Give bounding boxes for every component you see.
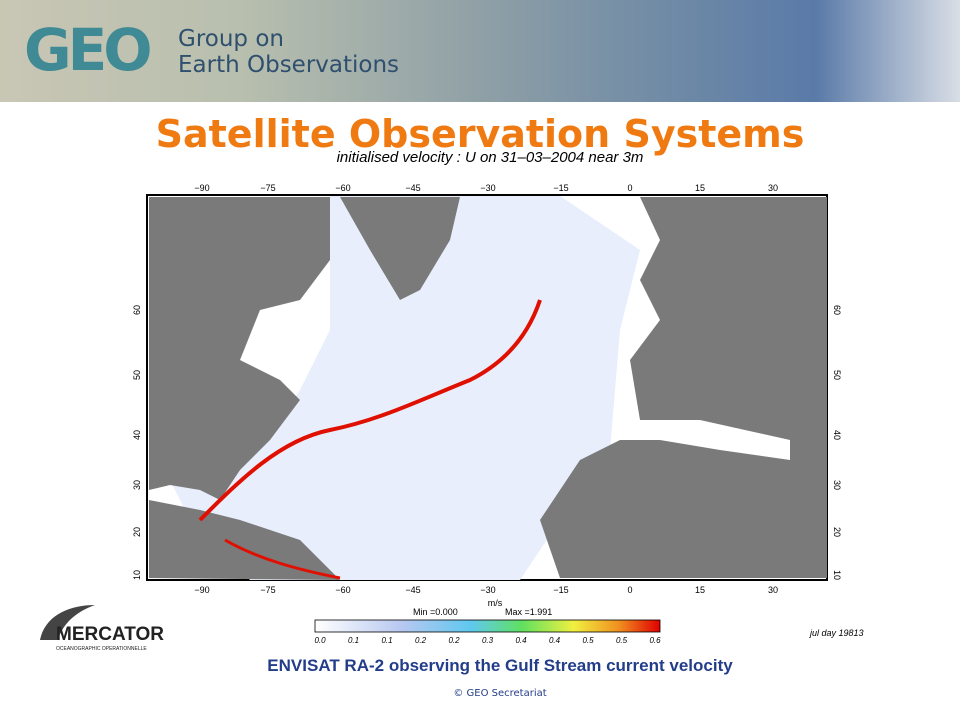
lat-label: 40 — [832, 430, 842, 440]
colorbar: m/s Min =0.000 Max =1.991 0.0 0.1 0.1 0.2 0.… — [314, 598, 661, 645]
lon-label: −30 — [480, 183, 495, 193]
colorbar-label: 0.1 — [348, 636, 359, 645]
mercator-name: MERCATOR — [56, 624, 164, 645]
land-central-america — [149, 500, 340, 580]
day-label: jul day 19813 — [809, 628, 864, 638]
mercator-tagline: OCEANOGRAPHIC OPERATIONNELLE — [56, 646, 147, 652]
lon-label: 0 — [627, 585, 632, 595]
colorbar-label: 0.6 — [649, 636, 661, 645]
lon-label: −75 — [260, 183, 275, 193]
land-europe-africa — [540, 197, 827, 578]
lon-label: 30 — [768, 585, 778, 595]
lat-label: 50 — [132, 370, 142, 380]
ocean — [170, 196, 640, 580]
lon-label: 30 — [768, 183, 778, 193]
map-title: initialised velocity : U on 31–03–2004 n… — [337, 149, 644, 166]
colorbar-label: 0.2 — [448, 636, 460, 645]
lon-label: −60 — [335, 585, 350, 595]
colorbar-label: 0.5 — [616, 636, 628, 645]
land-greenland — [340, 197, 460, 300]
colorbar-label: 0.2 — [415, 636, 427, 645]
lon-label: −90 — [194, 585, 209, 595]
lat-label: 20 — [832, 527, 842, 537]
header: GEO Group on Earth Observations — [0, 0, 960, 102]
lat-label: 10 — [832, 570, 842, 580]
copyright: © GEO Secretariat — [453, 688, 547, 699]
lat-label: 40 — [132, 430, 142, 440]
colorbar-label: 0.3 — [482, 636, 494, 645]
lon-label: −90 — [194, 183, 209, 193]
logo: GEO — [24, 16, 153, 84]
lat-label: 60 — [132, 305, 142, 315]
map-area — [146, 194, 828, 581]
lon-label: −75 — [260, 585, 275, 595]
colorbar-label: 0.5 — [582, 636, 594, 645]
lon-label: −30 — [480, 585, 495, 595]
colorbar-labels: 0.0 0.1 0.1 0.2 0.2 0.3 0.4 0.4 0.5 0.5 0.6 — [314, 636, 661, 645]
slide-title: Satellite Observation Systems — [155, 112, 805, 156]
colorbar-label: 0.4 — [549, 636, 561, 645]
lat-labels: 60 60 50 50 40 40 30 30 20 20 10 10 — [132, 305, 842, 580]
colorbar-bar — [314, 619, 661, 633]
gulf-stream — [198, 299, 542, 522]
lon-label: 15 — [695, 585, 705, 595]
lon-label: 15 — [695, 183, 705, 193]
org-line: Group on — [178, 26, 284, 52]
lon-label: 0 — [627, 183, 632, 193]
lat-label: 10 — [132, 570, 142, 580]
caption: ENVISAT RA-2 observing the Gulf Stream c… — [267, 656, 733, 675]
lon-label: −60 — [335, 183, 350, 193]
mercator-logo: MERCATOR OCEANOGRAPHIC OPERATIONNELLE — [40, 605, 164, 652]
colorbar-label: 0.1 — [381, 636, 392, 645]
colorbar-max: Max =1.991 — [505, 607, 552, 617]
colorbar-label: 0.0 — [314, 636, 326, 645]
lon-label: −45 — [405, 183, 420, 193]
lat-label: 50 — [832, 370, 842, 380]
mercator-icon — [40, 605, 95, 640]
lon-label: −45 — [405, 585, 420, 595]
lat-label: 20 — [132, 527, 142, 537]
lat-label: 30 — [132, 480, 142, 490]
caribbean-current — [224, 538, 341, 580]
colorbar-label: 0.4 — [515, 636, 527, 645]
lon-labels: −90 −90 −75 −75 −60 −60 −45 −45 −30 −30 −15 −15 0 0 15… — [194, 183, 778, 595]
lon-label: −15 — [553, 183, 568, 193]
lon-label: −15 — [553, 585, 568, 595]
colorbar-min: Min =0.000 — [413, 607, 458, 617]
colorbar-unit: m/s — [488, 598, 503, 608]
org-name: Group on Earth Observations — [178, 26, 399, 78]
land-north-america — [149, 197, 330, 500]
lat-label: 30 — [832, 480, 842, 490]
lat-label: 60 — [832, 305, 842, 315]
org-line: Earth Observations — [178, 52, 400, 78]
